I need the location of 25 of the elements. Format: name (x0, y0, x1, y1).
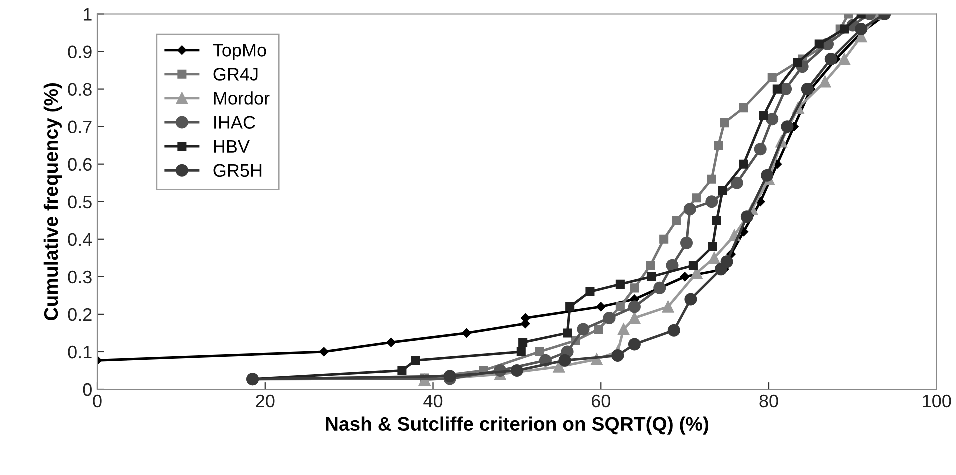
y-tick-label: 0.8 (68, 83, 92, 96)
x-tick-label: 20 (256, 394, 275, 408)
legend-label: GR4J (214, 68, 258, 81)
y-tick-label: 0.7 (68, 120, 92, 134)
y-tick-label: 0.6 (68, 158, 92, 172)
x-tick-label: 60 (592, 394, 610, 408)
legend-label: Mordor (214, 92, 270, 105)
y-tick-label: 0.9 (68, 46, 92, 58)
legend-label: TopMo (213, 44, 266, 60)
y-tick-label: 0.2 (68, 308, 92, 322)
y-tick-label: 0.4 (68, 233, 92, 246)
y-tick-label: 0 (83, 383, 92, 396)
x-axis-title: Nash & Sutcliffe criterion on SQRT(Q) (%) (326, 416, 709, 435)
x-tick-label: 80 (760, 394, 778, 408)
y-axis-title: Cumulative frequency (%) (44, 83, 62, 320)
legend-label: GR5H (214, 164, 262, 178)
y-tick-label: 0.5 (68, 196, 92, 209)
y-tick-label: 0.3 (68, 270, 92, 284)
y-tick-label: 1 (84, 8, 92, 21)
legend-label: HBV (214, 140, 250, 153)
x-tick-label: 40 (424, 394, 443, 408)
x-tick-label: 100 (923, 394, 952, 408)
x-tick-label: 0 (93, 394, 102, 408)
legend-label: IHAC (214, 116, 256, 129)
y-tick-label: 0.1 (68, 346, 92, 359)
